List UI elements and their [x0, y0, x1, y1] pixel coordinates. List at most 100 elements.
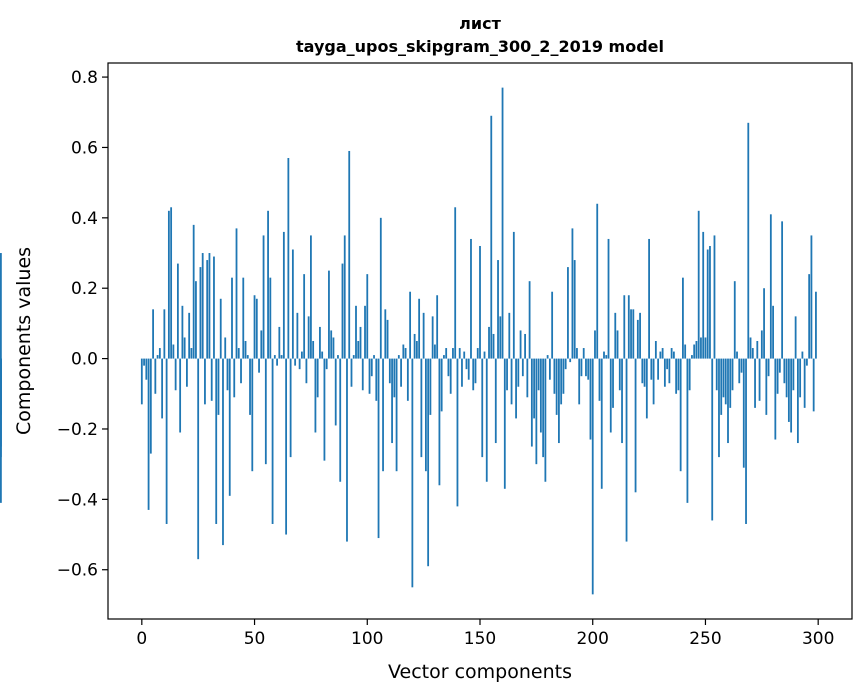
- bar-72: [303, 274, 306, 359]
- bar-87: [337, 355, 339, 359]
- bar-28: [204, 358, 206, 405]
- bar-181: [548, 358, 551, 380]
- bar-244: [691, 355, 693, 359]
- bar-154: [488, 326, 490, 359]
- bar-287: [787, 358, 790, 422]
- bar-97: [359, 326, 362, 359]
- bar-202: [596, 203, 599, 359]
- bar-109: [386, 319, 389, 359]
- bar-268: [745, 358, 747, 524]
- bar-32: [213, 256, 215, 359]
- bar-70: [298, 358, 301, 370]
- bar-275: [760, 330, 763, 359]
- bar-15: [174, 358, 177, 391]
- bar-172: [528, 281, 531, 359]
- bar-276: [763, 288, 765, 359]
- bar-192: [573, 260, 576, 359]
- bar-35: [219, 298, 222, 359]
- bar-141: [458, 348, 461, 359]
- bar-140: [456, 358, 459, 507]
- bar-143: [463, 351, 466, 359]
- bar-80: [321, 351, 324, 359]
- bar-85: [332, 337, 335, 359]
- bar-106: [379, 217, 382, 359]
- bar-132: [438, 358, 441, 486]
- bars-group: [0, 87, 817, 595]
- bar-264: [736, 351, 738, 359]
- bar-281: [774, 358, 777, 440]
- bar-92: [348, 150, 351, 359]
- bar-191: [571, 228, 574, 359]
- bar-117: [404, 348, 407, 359]
- bar-31: [210, 358, 213, 401]
- bar-66: [289, 358, 292, 458]
- x-tick-label: 200: [577, 629, 609, 649]
- bar-151: [481, 358, 484, 458]
- bar-262: [731, 358, 734, 391]
- bar-63: [282, 231, 285, 359]
- bar-95: [355, 305, 357, 359]
- bar-34: [217, 358, 220, 415]
- bar-164: [510, 358, 513, 405]
- bar-193: [576, 348, 578, 359]
- bar-29: [206, 260, 209, 359]
- bar-144: [465, 358, 468, 370]
- bar-227: [652, 358, 655, 405]
- bar-33: [215, 358, 218, 524]
- bar-113: [395, 358, 398, 472]
- bar-251: [706, 249, 709, 359]
- bar-245: [693, 344, 696, 359]
- bar-139: [454, 207, 457, 359]
- y-tick-label: −0.4: [57, 490, 98, 510]
- bar-44: [240, 358, 242, 384]
- bar-208: [609, 358, 612, 433]
- bar-129: [431, 316, 434, 359]
- bar-194: [578, 358, 581, 405]
- bar-100: [366, 274, 369, 359]
- bar-67: [291, 249, 294, 359]
- y-axis-label: Components values: [13, 247, 35, 435]
- bar-101: [368, 358, 371, 394]
- bar-107: [382, 358, 384, 472]
- bar-148: [474, 358, 477, 384]
- bar-288: [790, 358, 793, 433]
- bar-294: [803, 358, 806, 408]
- bar-183: [553, 358, 556, 394]
- bar-40: [231, 277, 233, 359]
- bar-56: [267, 210, 269, 359]
- bar-240: [682, 277, 684, 359]
- bar-291: [796, 358, 799, 444]
- bar-108: [384, 309, 387, 359]
- bar-149: [476, 348, 479, 359]
- bar-165: [512, 231, 515, 359]
- bar-51: [255, 298, 258, 359]
- x-tick-label: 50: [244, 629, 266, 649]
- bar-4: [149, 358, 152, 454]
- bar-216: [627, 295, 630, 359]
- bar-199: [589, 358, 592, 440]
- bar-248: [700, 337, 702, 359]
- bar-224: [645, 358, 648, 419]
- bar-142: [461, 358, 463, 387]
- bar-177: [539, 358, 542, 433]
- bar-188: [564, 358, 567, 370]
- bar-259: [724, 358, 727, 405]
- bar-207: [607, 238, 610, 359]
- y-tick-label: 0.4: [71, 209, 98, 229]
- bar-118: [406, 358, 409, 401]
- y-tick-label: 0.6: [71, 138, 98, 158]
- bar-157: [494, 358, 497, 444]
- bar-252: [709, 245, 711, 359]
- bar-153: [485, 358, 488, 482]
- bar-269: [747, 122, 750, 359]
- bar-189: [567, 267, 569, 359]
- bar-298: [812, 358, 815, 412]
- bar-57: [269, 277, 272, 359]
- bar-152: [483, 351, 486, 359]
- bar-205: [603, 351, 605, 359]
- bar-215: [625, 358, 628, 542]
- bar-13: [170, 207, 173, 359]
- bar-71: [300, 351, 303, 359]
- bar-61: [278, 326, 281, 359]
- bar-50: [253, 295, 256, 359]
